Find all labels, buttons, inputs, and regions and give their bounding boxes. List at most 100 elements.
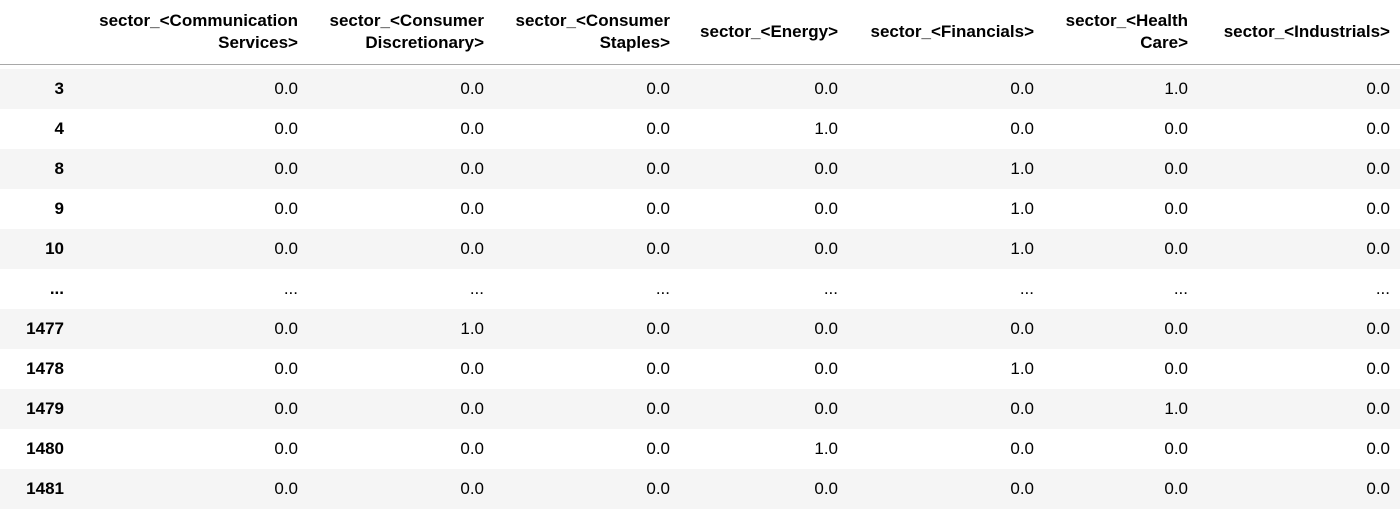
row-index: 1479 xyxy=(26,399,64,418)
table-cell: 0.0 xyxy=(460,199,484,218)
table-cell: 1.0 xyxy=(1010,159,1034,178)
table-cell: 0.0 xyxy=(1010,319,1034,338)
column-header: sector_<Energy> xyxy=(680,0,848,65)
table-cell: 0.0 xyxy=(274,479,298,498)
table-cell: 0.0 xyxy=(1164,439,1188,458)
table-cell: 0.0 xyxy=(646,119,670,138)
row-index: 8 xyxy=(54,159,64,178)
table-cell: 0.0 xyxy=(814,319,838,338)
table-cell: 0.0 xyxy=(274,159,298,178)
table-cell: 0.0 xyxy=(460,479,484,498)
table-row: 10 0.0 0.0 0.0 0.0 1.0 0.0 0.0 xyxy=(0,229,1400,269)
table-cell: ... xyxy=(1019,279,1034,298)
table-cell: 1.0 xyxy=(814,439,838,458)
table-row: 1479 0.0 0.0 0.0 0.0 0.0 1.0 0.0 xyxy=(0,389,1400,429)
table-cell: 0.0 xyxy=(274,319,298,338)
table-cell: 1.0 xyxy=(1164,399,1188,418)
table-cell: 0.0 xyxy=(1366,79,1390,98)
table-row: 1481 0.0 0.0 0.0 0.0 0.0 0.0 0.0 xyxy=(0,469,1400,509)
table-cell: 0.0 xyxy=(646,319,670,338)
table-row: 8 0.0 0.0 0.0 0.0 1.0 0.0 0.0 xyxy=(0,149,1400,189)
table-cell: 0.0 xyxy=(646,479,670,498)
table-cell: 0.0 xyxy=(814,79,838,98)
table-cell: 0.0 xyxy=(1366,319,1390,338)
table-cell: 0.0 xyxy=(646,239,670,258)
table-cell: ... xyxy=(1173,279,1188,298)
table-cell: 0.0 xyxy=(646,159,670,178)
table-row: 3 0.0 0.0 0.0 0.0 0.0 1.0 0.0 xyxy=(0,69,1400,109)
table-cell: 1.0 xyxy=(460,319,484,338)
table-cell: 0.0 xyxy=(1164,479,1188,498)
column-header: sector_<Industrials> xyxy=(1198,0,1400,65)
table-cell: 0.0 xyxy=(1010,479,1034,498)
table-cell: 0.0 xyxy=(1164,359,1188,378)
table-cell: 0.0 xyxy=(646,359,670,378)
index-header xyxy=(0,0,74,65)
table-row: 9 0.0 0.0 0.0 0.0 1.0 0.0 0.0 xyxy=(0,189,1400,229)
table-cell: 0.0 xyxy=(460,439,484,458)
row-index: 1480 xyxy=(26,439,64,458)
table-cell: 0.0 xyxy=(1164,119,1188,138)
table-row: 4 0.0 0.0 0.0 1.0 0.0 0.0 0.0 xyxy=(0,109,1400,149)
table-cell: ... xyxy=(823,279,838,298)
table-cell: 0.0 xyxy=(1366,199,1390,218)
table-cell: 0.0 xyxy=(814,399,838,418)
row-index: 1481 xyxy=(26,479,64,498)
table-cell: 0.0 xyxy=(274,439,298,458)
table-cell: 0.0 xyxy=(1010,79,1034,98)
table-row: 1477 0.0 1.0 0.0 0.0 0.0 0.0 0.0 xyxy=(0,309,1400,349)
table-cell: 1.0 xyxy=(814,119,838,138)
table-cell: 1.0 xyxy=(1010,239,1034,258)
row-index: 9 xyxy=(54,199,64,218)
table-cell: 0.0 xyxy=(274,239,298,258)
table-cell: 0.0 xyxy=(274,119,298,138)
column-header: sector_<Consumer Staples> xyxy=(494,0,680,65)
table-cell: 0.0 xyxy=(1366,479,1390,498)
table-cell: 0.0 xyxy=(1164,239,1188,258)
table-cell: 0.0 xyxy=(814,199,838,218)
column-header: sector_<Communication Services> xyxy=(74,0,308,65)
header-row: sector_<Communication Services> sector_<… xyxy=(0,0,1400,65)
table-cell: 0.0 xyxy=(646,199,670,218)
table-cell: 0.0 xyxy=(814,359,838,378)
table-cell: ... xyxy=(469,279,484,298)
table-cell: 0.0 xyxy=(646,439,670,458)
column-header: sector_<Consumer Discretionary> xyxy=(308,0,494,65)
table-cell: ... xyxy=(283,279,298,298)
table-cell: 0.0 xyxy=(1164,319,1188,338)
table-cell: 0.0 xyxy=(274,79,298,98)
table-cell: 1.0 xyxy=(1010,359,1034,378)
row-index: 10 xyxy=(45,239,64,258)
table-cell: 0.0 xyxy=(460,359,484,378)
table-cell: 0.0 xyxy=(460,119,484,138)
table-cell: 0.0 xyxy=(460,159,484,178)
table-cell: 0.0 xyxy=(1366,119,1390,138)
table-cell: 0.0 xyxy=(1164,199,1188,218)
table-cell: 0.0 xyxy=(1366,399,1390,418)
table-cell: 0.0 xyxy=(1366,439,1390,458)
ellipsis-row: ... ... ... ... ... ... ... ... xyxy=(0,269,1400,309)
column-header: sector_<Health Care> xyxy=(1044,0,1198,65)
table-cell: 0.0 xyxy=(460,399,484,418)
table-cell: 0.0 xyxy=(1366,159,1390,178)
row-index: ... xyxy=(49,279,64,298)
table-cell: 0.0 xyxy=(814,159,838,178)
column-header: sector_<Financials> xyxy=(848,0,1044,65)
header-spacer xyxy=(0,64,1400,69)
table-cell: 0.0 xyxy=(460,239,484,258)
table-cell: 0.0 xyxy=(646,399,670,418)
table-cell: 0.0 xyxy=(1010,399,1034,418)
table-cell: ... xyxy=(1375,279,1390,298)
table-cell: 0.0 xyxy=(646,79,670,98)
table-cell: 0.0 xyxy=(274,399,298,418)
table-cell: 1.0 xyxy=(1164,79,1188,98)
table-row: 1478 0.0 0.0 0.0 0.0 1.0 0.0 0.0 xyxy=(0,349,1400,389)
row-index: 1478 xyxy=(26,359,64,378)
table-cell: 0.0 xyxy=(460,79,484,98)
table-cell: 1.0 xyxy=(1010,199,1034,218)
row-index: 1477 xyxy=(26,319,64,338)
table-cell: 0.0 xyxy=(814,479,838,498)
table-cell: 0.0 xyxy=(1366,239,1390,258)
